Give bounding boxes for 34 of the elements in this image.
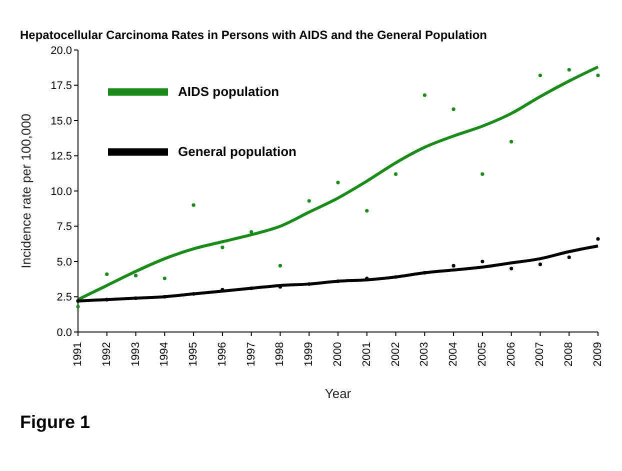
x-tick-label: 1991 — [72, 342, 84, 366]
x-tick-label: 2005 — [476, 342, 488, 366]
chart-title: Hepatocellular Carcinoma Rates in Persons with AIDS and the General Population — [20, 28, 488, 42]
x-tick-label: 1996 — [216, 342, 228, 366]
legend-label: General population — [178, 144, 296, 160]
x-tick-label: 2008 — [563, 342, 576, 366]
x-tick-label: 2001 — [360, 342, 373, 366]
y-axis-title: Incidence rate per 100,000 — [18, 114, 34, 268]
caption: Figure 1 — [20, 412, 92, 433]
y-tick-label: 7.5 — [56, 221, 72, 234]
y-tick-label: 0.0 — [56, 326, 72, 339]
x-tick-label: 2002 — [390, 342, 402, 366]
y-tick-label: 10.0 — [50, 186, 72, 198]
x-tick-label: 1998 — [274, 342, 286, 366]
x-axis-title: Year — [324, 386, 352, 401]
y-tick-label: 2.5 — [56, 292, 72, 304]
x-tick-label: 2000 — [332, 342, 344, 366]
x-tick-label: 1997 — [245, 342, 258, 366]
y-tick-label: 5.0 — [56, 256, 72, 268]
x-tick-label: 2004 — [448, 342, 460, 366]
x-tick-label: 2003 — [418, 342, 431, 366]
y-tick-label: 15.0 — [50, 115, 72, 128]
legend-label: AIDS population — [178, 84, 280, 100]
x-tick-label: 2007 — [534, 342, 546, 366]
x-tick-label: 1999 — [303, 342, 316, 366]
y-tick-label: 20.0 — [50, 44, 72, 57]
x-tick-label: 1994 — [158, 342, 171, 366]
x-tick-label: 1992 — [100, 342, 113, 366]
y-tick-label: 12.5 — [50, 150, 72, 163]
x-tick-label: 1993 — [130, 342, 142, 366]
x-tick-label: 2006 — [505, 342, 518, 366]
y-tick-label: 17.5 — [50, 80, 72, 92]
x-tick-label: 2009 — [592, 342, 604, 366]
x-tick-label: 1995 — [188, 342, 200, 366]
